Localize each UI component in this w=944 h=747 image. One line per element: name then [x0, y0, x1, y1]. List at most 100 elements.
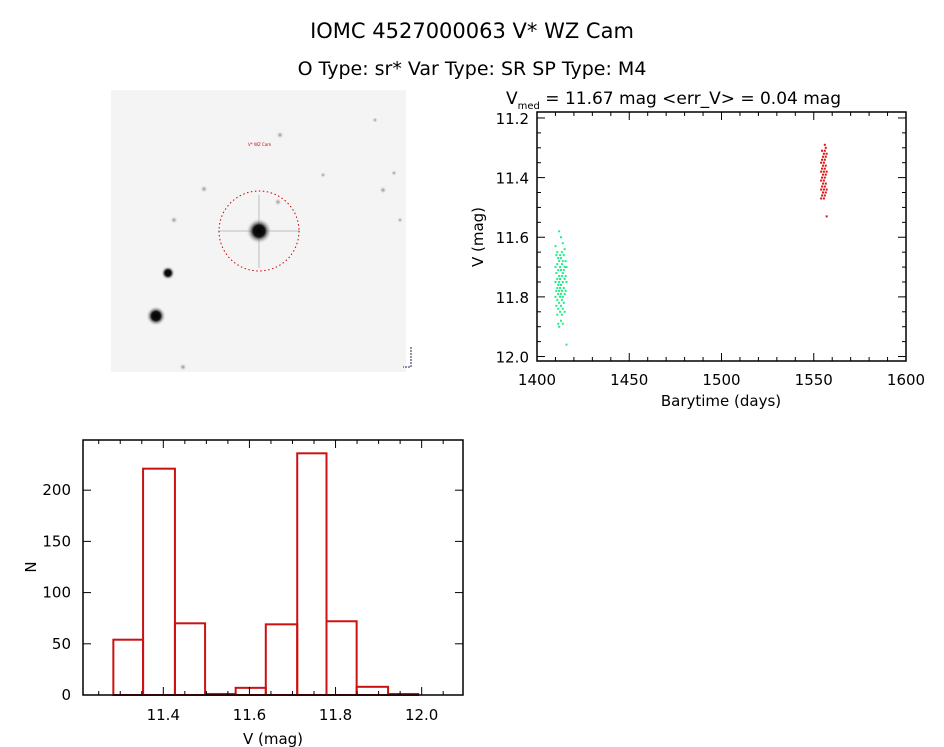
data-point — [824, 191, 827, 194]
x-tick-label: 1500 — [702, 371, 740, 389]
data-point — [557, 292, 560, 295]
histogram-bar — [325, 620, 358, 697]
data-point — [823, 185, 826, 188]
data-point — [558, 289, 561, 292]
data-point — [824, 182, 827, 185]
data-point — [822, 161, 825, 164]
figure-title: IOMC 4527000063 V* WZ Cam — [310, 19, 634, 43]
data-point — [559, 304, 562, 307]
data-point — [558, 280, 561, 283]
data-point — [564, 289, 567, 292]
x-tick-label: 1600 — [887, 371, 925, 389]
target-label: V* WZ Cam — [248, 142, 271, 147]
data-point — [554, 245, 557, 248]
data-point — [555, 272, 558, 275]
data-point — [556, 277, 559, 280]
data-point — [822, 197, 825, 200]
data-point — [824, 173, 827, 176]
data-point — [556, 313, 559, 316]
target-circle — [218, 190, 300, 272]
data-point — [560, 275, 563, 278]
data-point — [820, 188, 823, 191]
data-point — [821, 176, 824, 179]
data-point — [560, 298, 563, 301]
data-point — [557, 283, 560, 286]
x-tick-label: 1400 — [518, 371, 556, 389]
y-axis-label: N — [22, 561, 40, 572]
data-point — [823, 194, 826, 197]
data-point — [562, 269, 565, 272]
data-point — [563, 266, 566, 269]
data-point — [563, 310, 566, 313]
data-point — [559, 310, 562, 313]
data-point — [555, 289, 558, 292]
data-point — [822, 188, 825, 191]
field-star — [179, 363, 187, 371]
data-point — [821, 185, 824, 188]
data-point — [558, 325, 561, 328]
field-star — [372, 117, 378, 123]
sky-image: V* WZ Cam — [111, 90, 412, 372]
x-tick-label: 1450 — [610, 371, 648, 389]
data-point — [820, 170, 823, 173]
x-tick-label: 11.4 — [147, 706, 180, 724]
data-point — [564, 275, 567, 278]
y-tick-label: 0 — [61, 686, 71, 704]
data-point — [559, 254, 562, 257]
y-tick-label: 11.2 — [496, 110, 529, 128]
data-point — [821, 149, 824, 152]
data-point — [821, 194, 824, 197]
data-point — [560, 263, 563, 266]
data-point — [820, 197, 823, 200]
data-point — [559, 319, 562, 322]
data-point — [558, 275, 561, 278]
data-point — [561, 280, 564, 283]
data-point — [559, 286, 562, 289]
histogram-plot: V (mag) N 11.4 11.6 11.8 12.0 0 50 100 150 200 — [22, 439, 464, 747]
data-point — [565, 280, 568, 283]
x-axis-label: V (mag) — [243, 730, 303, 747]
data-point — [559, 277, 562, 280]
field-star — [391, 170, 397, 176]
histogram-bar — [296, 452, 328, 697]
histogram-bar — [234, 686, 267, 696]
data-point — [563, 277, 566, 280]
data-point — [558, 260, 561, 263]
data-point — [559, 283, 562, 286]
compass-icon — [403, 347, 412, 368]
data-point — [824, 164, 827, 167]
plot-frame — [536, 111, 907, 362]
data-point — [822, 152, 825, 155]
y-tick-label: 200 — [42, 481, 71, 499]
data-point — [821, 167, 824, 170]
data-point — [555, 304, 558, 307]
data-point — [555, 254, 558, 257]
histogram-bar — [112, 638, 145, 696]
data-point — [556, 286, 559, 289]
data-point — [821, 158, 824, 161]
data-point — [824, 155, 827, 158]
histogram-bar — [264, 623, 299, 696]
y-tick-label: 11.8 — [496, 289, 529, 307]
field-star — [397, 217, 403, 223]
data-point — [823, 143, 826, 146]
data-point — [561, 260, 564, 263]
plot-title: Vmed = 11.67 mag <err_V> = 0.04 mag — [506, 89, 841, 112]
data-point — [561, 242, 564, 245]
field-star — [200, 185, 208, 193]
data-point — [561, 322, 564, 325]
data-point — [820, 161, 823, 164]
data-point — [820, 179, 823, 182]
data-point — [556, 298, 559, 301]
data-point — [565, 343, 568, 346]
data-point — [825, 215, 828, 218]
data-point — [821, 182, 824, 185]
data-point — [822, 179, 825, 182]
light-curve-plot: Vmed = 11.67 mag <err_V> = 0.04 mag Bary… — [469, 89, 925, 410]
data-point — [557, 322, 560, 325]
data-point — [562, 301, 565, 304]
data-point — [556, 263, 559, 266]
target-star — [246, 218, 272, 244]
data-point — [554, 266, 557, 269]
data-point — [823, 158, 826, 161]
